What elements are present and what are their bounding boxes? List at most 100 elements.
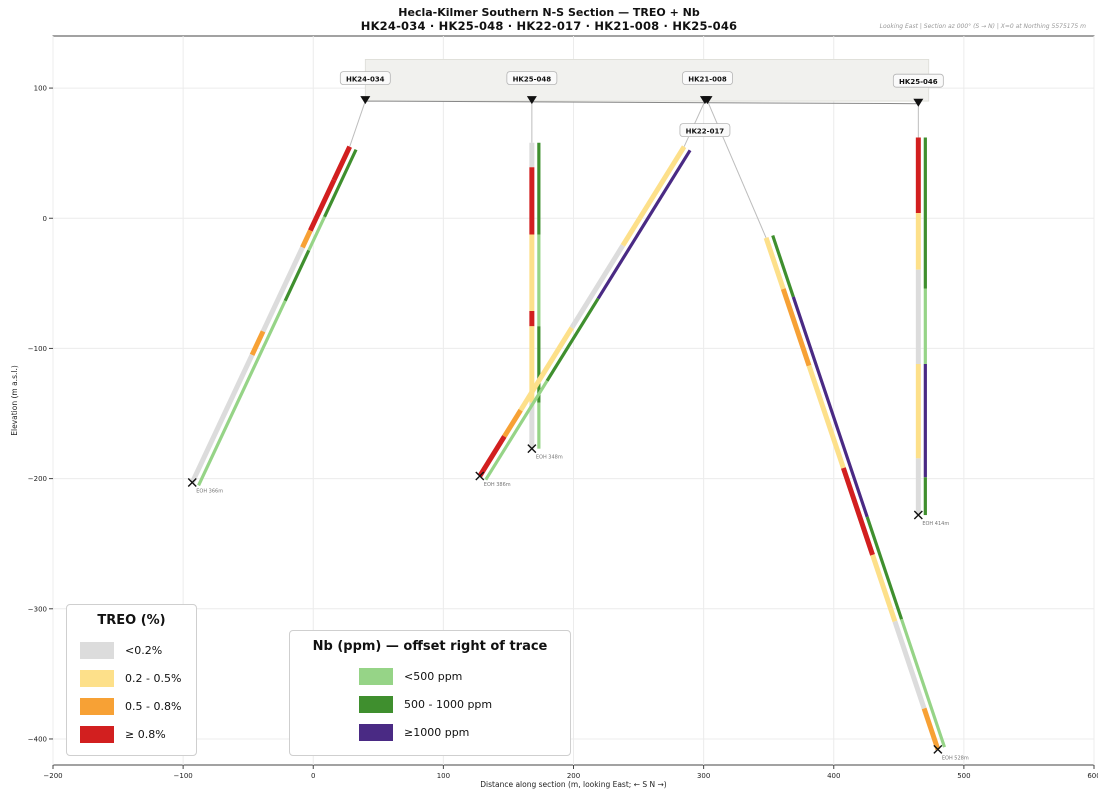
eoh-label: EOH 386m — [484, 482, 511, 488]
eoh-marker — [913, 510, 923, 520]
hole-label-box — [892, 73, 944, 88]
nb-interval — [791, 296, 869, 518]
treo-interval — [477, 435, 507, 478]
y-tick-label: −100 — [28, 345, 47, 353]
collar-marker — [526, 96, 537, 105]
treo-swatch — [79, 696, 115, 716]
eoh-label: EOH 348m — [536, 455, 563, 461]
collar-marker — [699, 96, 710, 105]
hole-label-box — [682, 71, 733, 85]
treo-interval — [806, 364, 846, 469]
treo-legend-item: 0.5 - 0.8% — [67, 692, 196, 720]
treo-legend: TREO (%) <0.2% 0.2 - 0.5% 0.5 - 0.8% ≥ 0… — [66, 604, 197, 756]
hole-label-box — [339, 71, 391, 85]
treo-interval — [518, 326, 574, 412]
nb-swatch — [358, 666, 394, 686]
eoh-label: EOH 528m — [942, 755, 969, 761]
treo-legend-label: 0.2 - 0.5% — [125, 671, 182, 685]
eoh-marker — [187, 478, 197, 488]
x-tick-label: 300 — [697, 772, 710, 780]
nb-legend-title: Nb (ppm) — offset right of trace — [312, 639, 548, 654]
treo-legend-label: 0.5 - 0.8% — [125, 699, 182, 713]
nb-interval — [323, 148, 358, 218]
x-tick-label: −100 — [174, 772, 193, 780]
chart-title: Hecla-Kilmer Southern N-S Section — TREO… — [398, 6, 700, 19]
eoh-marker — [933, 744, 943, 754]
treo-legend-label: ≥ 0.8% — [125, 727, 166, 741]
x-tick-label: 500 — [957, 772, 970, 780]
y-tick-label: −300 — [28, 605, 47, 613]
x-tick-label: 0 — [311, 772, 315, 780]
nb-legend-label: 500 - 1000 ppm — [404, 697, 493, 711]
hole-label-box — [506, 71, 558, 85]
nb-legend-item: <500 ppm — [290, 662, 570, 690]
treo-legend-title: TREO (%) — [97, 613, 166, 628]
x-tick-label: 200 — [567, 772, 580, 780]
nb-interval — [900, 618, 947, 748]
x-axis-label: Distance along section (m, looking East;… — [480, 780, 667, 789]
x-tick-label: 400 — [827, 772, 840, 780]
eoh-label: EOH 366m — [196, 489, 223, 495]
y-axis-label: Elevation (m a.s.l.) — [10, 365, 19, 436]
treo-interval — [921, 707, 941, 751]
treo-interval — [189, 353, 255, 484]
x-tick-label: −200 — [43, 772, 62, 780]
y-tick-label: 0 — [43, 215, 47, 223]
treo-legend-item: 0.2 - 0.5% — [67, 664, 196, 692]
treo-interval — [260, 246, 305, 333]
hole-label-box — [679, 123, 731, 137]
y-tick-label: −400 — [28, 735, 47, 743]
treo-swatch — [79, 668, 115, 688]
eoh-marker — [527, 444, 537, 454]
eoh-label: EOH 414m — [922, 521, 949, 527]
treo-legend-item: <0.2% — [67, 636, 196, 664]
hole-leader — [349, 100, 366, 147]
hole-label: HK21-008 — [688, 76, 727, 84]
y-tick-label: −200 — [28, 475, 47, 483]
nb-interval — [283, 249, 311, 302]
eoh-marker — [475, 471, 485, 481]
nb-interval — [307, 216, 326, 252]
nb-interval — [545, 297, 600, 382]
x-tick-label: 600 — [1087, 772, 1098, 780]
hole-label: HK22-017 — [686, 128, 725, 136]
treo-interval — [780, 288, 812, 367]
y-tick-label: 100 — [34, 85, 47, 93]
collar-line — [365, 100, 919, 105]
nb-interval — [197, 300, 287, 487]
treo-interval — [300, 229, 313, 249]
nb-legend-label: <500 ppm — [404, 669, 463, 683]
treo-legend-item: ≥ 0.8% — [67, 720, 196, 748]
collar-marker — [360, 96, 371, 105]
nb-interval — [596, 149, 692, 300]
treo-interval — [892, 620, 927, 710]
treo-swatch — [79, 640, 115, 660]
nb-legend-item: ≥1000 ppm — [290, 718, 570, 746]
hole-label: HK24-034 — [346, 76, 385, 84]
collar-band — [364, 59, 930, 102]
nb-legend: Nb (ppm) — offset right of trace <500 pp… — [289, 630, 571, 756]
nb-swatch — [358, 722, 394, 742]
treo-interval — [569, 244, 625, 330]
x-tick-label: 100 — [437, 772, 450, 780]
treo-interval — [870, 554, 898, 623]
treo-interval — [308, 179, 337, 232]
nb-interval — [865, 516, 904, 620]
treo-interval — [763, 236, 786, 290]
nb-swatch — [358, 694, 394, 714]
treo-interval — [502, 408, 523, 438]
hole-label: HK25-048 — [513, 76, 552, 84]
treo-interval — [620, 145, 687, 247]
nb-legend-item: 500 - 1000 ppm — [290, 690, 570, 718]
treo-interval — [841, 467, 875, 556]
treo-interval — [249, 330, 266, 356]
nb-legend-label: ≥1000 ppm — [404, 725, 470, 739]
treo-swatch — [79, 724, 115, 744]
hole-label: HK25-046 — [899, 78, 938, 86]
treo-interval — [331, 145, 352, 182]
section-note: Looking East | Section az 000° (S → N) |… — [879, 23, 1086, 30]
nb-interval — [771, 235, 795, 298]
treo-legend-label: <0.2% — [125, 643, 163, 657]
collar-marker — [913, 98, 924, 107]
